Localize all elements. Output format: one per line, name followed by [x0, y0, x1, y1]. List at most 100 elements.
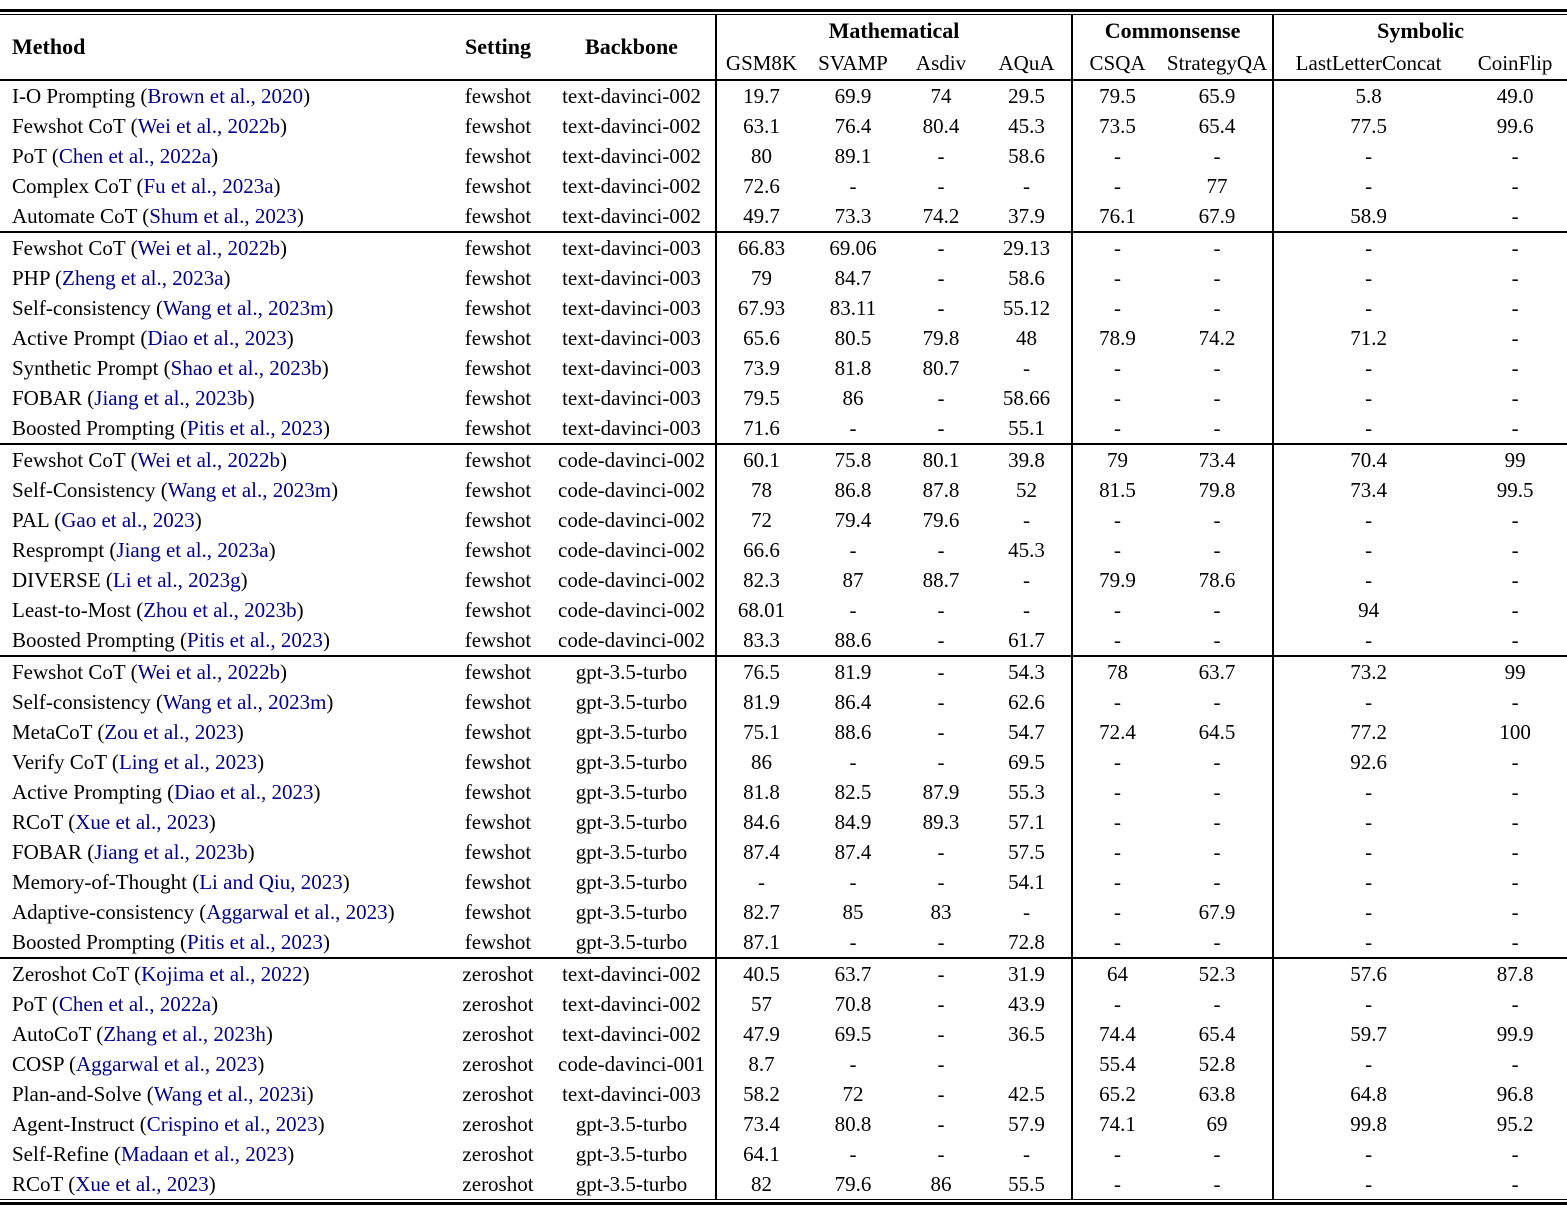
citation-link[interactable]: Gao et al., 2023 [61, 508, 195, 532]
score-cell: 52 [1016, 478, 1038, 502]
score-cell: - [1213, 690, 1221, 714]
citation-link[interactable]: Xue et al., 2023 [75, 810, 209, 834]
citation-link[interactable]: Wang et al., 2023m [167, 478, 332, 502]
backbone-cell: gpt-3.5-turbo [575, 1172, 688, 1196]
citation-link[interactable]: Chen et al., 2022a [58, 144, 212, 168]
citation-link[interactable]: Jiang et al., 2023b [94, 840, 248, 864]
citation-link[interactable]: Ling et al., 2023 [118, 750, 258, 774]
score-cell: 84.7 [834, 266, 872, 290]
score-cell: 80.7 [922, 356, 960, 380]
score-cell: - [937, 750, 945, 774]
citation-close-paren: ) [322, 930, 330, 954]
score-cell: 72 [842, 1082, 864, 1106]
table-row: Boosted Prompting (Pitis et al., 2023) fe… [0, 625, 1567, 656]
score-cell: - [1071, 141, 1163, 171]
score-cell: 54.7 [1008, 720, 1045, 744]
score-cell: - [937, 720, 945, 744]
score-cell: 73.4 [715, 1109, 806, 1139]
citation-link[interactable]: Diao et al., 2023 [174, 780, 314, 804]
method-name: Self-consistency ( [12, 690, 164, 714]
citation-close-paren: ) [279, 448, 287, 472]
method-group-3: Fewshot CoT (Wei et al., 2022b) fewshot co… [0, 443, 1567, 656]
score-cell: - [1511, 870, 1519, 894]
citation-link[interactable]: Pitis et al., 2023 [187, 628, 323, 652]
method-name: Zeroshot CoT ( [12, 962, 142, 986]
table-row: Resprompt (Jiang et al., 2023a) fewshot co… [0, 535, 1567, 565]
score-cell: 88.6 [834, 720, 872, 744]
citation-close-paren: ) [223, 266, 231, 290]
citation-link[interactable]: Diao et al., 2023 [147, 326, 287, 350]
citation-close-paren: ) [236, 720, 244, 744]
citation-link[interactable]: Aggarwal et al., 2023 [76, 1052, 258, 1076]
score-cell: - [1272, 505, 1464, 535]
score-cell: - [1511, 174, 1519, 198]
citation-close-paren: ) [342, 870, 350, 894]
score-cell: - [1511, 690, 1519, 714]
citation-link[interactable]: Chen et al., 2022a [58, 992, 212, 1016]
citation-link[interactable]: Zhang et al., 2023h [103, 1022, 266, 1046]
citation-link[interactable]: Li and Qiu, 2023 [199, 870, 343, 894]
score-cell: - [937, 1022, 945, 1046]
citation-link[interactable]: Pitis et al., 2023 [187, 416, 323, 440]
score-cell: 75.8 [806, 443, 900, 475]
table-row: AutoCoT (Zhang et al., 2023h) zeroshot tex… [0, 1019, 1567, 1049]
citation-link[interactable]: Zou et al., 2023 [104, 720, 237, 744]
score-cell: 47.9 [715, 1019, 806, 1049]
score-cell: 78.6 [1198, 568, 1236, 592]
table-row: PAL (Gao et al., 2023) fewshot code-davinc… [0, 505, 1567, 535]
citation-link[interactable]: Wei et al., 2022b [137, 660, 280, 684]
score-cell: 74.1 [1071, 1109, 1163, 1139]
citation-link[interactable]: Fu et al., 2023a [143, 174, 274, 198]
score-cell: 64.8 [1272, 1079, 1464, 1109]
score-cell: 99.8 [1272, 1109, 1464, 1139]
citation-link[interactable]: Aggarwal et al., 2023 [206, 900, 388, 924]
citation-link[interactable]: Madaan et al., 2023 [121, 1142, 288, 1166]
citation-link[interactable]: Shao et al., 2023b [170, 356, 322, 380]
citation-link[interactable]: Xue et al., 2023 [75, 1172, 209, 1196]
citation-link[interactable]: Wei et al., 2022b [137, 236, 280, 260]
method-cell: PAL (Gao et al., 2023) [0, 505, 448, 535]
citation-close-paren: ) [331, 478, 339, 502]
citation-link[interactable]: Wang et al., 2023m [163, 690, 327, 714]
citation-link[interactable]: Wei et al., 2022b [137, 114, 280, 138]
citation-link[interactable]: Jiang et al., 2023a [116, 538, 269, 562]
method-name: Active Prompt ( [12, 326, 148, 350]
backbone-cell: text-davinci-002 [562, 114, 701, 138]
citation-link[interactable]: Jiang et al., 2023b [94, 386, 248, 410]
score-cell: 79.8 [1198, 478, 1236, 502]
score-cell: - [1071, 747, 1163, 777]
table-row: COSP (Aggarwal et al., 2023) zeroshot code… [0, 1049, 1567, 1079]
score-cell: - [1511, 840, 1519, 864]
method-name: Memory-of-Thought ( [12, 870, 200, 894]
score-cell: 81.9 [806, 655, 900, 687]
score-cell: - [937, 870, 945, 894]
citation-link[interactable]: Wang et al., 2023m [163, 296, 327, 320]
backbone-cell: text-davinci-003 [562, 1082, 701, 1106]
citation-link[interactable]: Wang et al., 2023i [153, 1082, 307, 1106]
backbone-cell: gpt-3.5-turbo [575, 1142, 688, 1166]
citation-link[interactable]: Zhou et al., 2023b [143, 598, 297, 622]
score-cell: - [1023, 508, 1031, 532]
score-cell: 67.9 [1198, 900, 1236, 924]
citation-link[interactable]: Shum et al., 2023 [149, 204, 297, 228]
score-cell: 72.6 [715, 171, 806, 201]
method-cell: Boosted Prompting (Pitis et al., 2023) [0, 413, 448, 444]
citation-link[interactable]: Li et al., 2023g [112, 568, 241, 592]
score-cell: - [1272, 897, 1464, 927]
citation-link[interactable]: Wei et al., 2022b [137, 448, 280, 472]
citation-link[interactable]: Pitis et al., 2023 [187, 930, 323, 954]
method-cell: Automate CoT (Shum et al., 2023) [0, 201, 448, 232]
table-row: PoT (Chen et al., 2022a) fewshot text-davi… [0, 141, 1567, 171]
score-cell: - [1023, 598, 1031, 622]
score-cell: - [1272, 1049, 1464, 1079]
citation-link[interactable]: Kojima et al., 2022 [141, 962, 303, 986]
score-cell: - [1272, 263, 1464, 293]
score-cell: - [937, 840, 945, 864]
table-row: Plan-and-Solve (Wang et al., 2023i) zeros… [0, 1079, 1567, 1109]
method-group-5: Zeroshot CoT (Kojima et al., 2022) zerosh… [0, 957, 1567, 1199]
citation-link[interactable]: Zheng et al., 2023a [62, 266, 224, 290]
score-cell: 71.2 [1272, 323, 1464, 353]
score-cell: - [937, 266, 945, 290]
citation-link[interactable]: Crispino et al., 2023 [146, 1112, 318, 1136]
citation-link[interactable]: Brown et al., 2020 [147, 84, 304, 108]
